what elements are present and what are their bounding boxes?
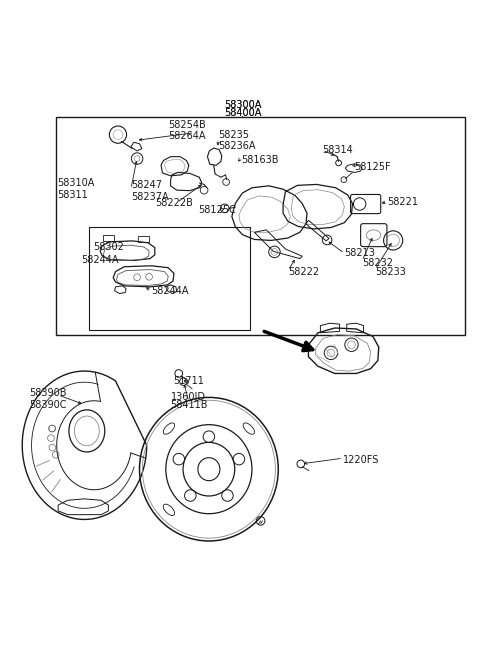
Bar: [89, 228, 250, 331]
Text: 1360JD: 1360JD: [171, 392, 206, 402]
Text: 58300A: 58300A: [224, 100, 261, 110]
Text: 58247
58237A: 58247 58237A: [131, 180, 168, 202]
Text: 1220FS: 1220FS: [343, 455, 379, 464]
Text: 58163B: 58163B: [241, 155, 278, 165]
Text: 58125F: 58125F: [354, 162, 391, 172]
Text: 58222: 58222: [288, 267, 319, 277]
Text: 58400A: 58400A: [224, 108, 261, 117]
Text: 58302: 58302: [94, 241, 124, 252]
Text: 58222B: 58222B: [155, 197, 192, 207]
Text: 51711: 51711: [173, 376, 204, 386]
Text: 58221: 58221: [387, 197, 419, 207]
Text: 58233: 58233: [375, 266, 406, 277]
Text: 58254B
58264A: 58254B 58264A: [168, 119, 206, 141]
Text: 58125C: 58125C: [198, 205, 236, 215]
Text: 58300A: 58300A: [224, 100, 261, 110]
Bar: [56, 117, 465, 335]
Text: 58400A: 58400A: [224, 108, 261, 117]
Text: 58314: 58314: [323, 145, 353, 155]
Text: 58244A: 58244A: [81, 255, 119, 264]
Text: 58232: 58232: [362, 258, 393, 268]
Text: 58411B: 58411B: [170, 400, 207, 409]
Text: 58310A
58311: 58310A 58311: [57, 178, 95, 200]
Text: 58213: 58213: [344, 249, 375, 258]
Text: 58235
58236A: 58235 58236A: [218, 130, 256, 151]
Text: 58244A: 58244A: [152, 285, 189, 296]
Text: 58390B
58390C: 58390B 58390C: [29, 388, 67, 409]
